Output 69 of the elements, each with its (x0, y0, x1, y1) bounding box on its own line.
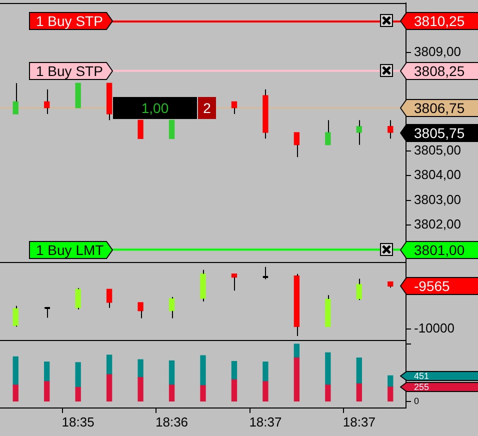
candlestick (262, 88, 268, 140)
y-tick-label: 3809,00 (414, 44, 461, 59)
y-tick-label: 3805,00 (414, 142, 461, 158)
y-tick-label: 3808,25 (414, 63, 465, 79)
bar (44, 381, 50, 402)
bar (75, 386, 81, 402)
candlestick (12, 82, 18, 114)
candlestick (231, 274, 238, 292)
candlestick (12, 305, 18, 328)
candlestick (294, 132, 300, 158)
bar (356, 383, 362, 402)
y-tick-label: -10000 (414, 320, 454, 336)
candlestick (356, 120, 362, 146)
candlestick (356, 278, 362, 301)
annotation: 2 (198, 97, 216, 119)
y-tick-label: 3801,00 (414, 242, 465, 258)
bar (138, 377, 144, 402)
x-tick-label: 18:35 (62, 414, 94, 430)
x-tick-label: 18:37 (249, 414, 282, 430)
candlestick (231, 101, 238, 114)
ref-line-label: 1 Buy STP (36, 62, 103, 79)
y-tick-label: 255 (414, 382, 430, 392)
candlestick (200, 269, 206, 302)
bar (44, 362, 50, 382)
bar (262, 362, 268, 382)
candlestick (106, 82, 112, 121)
bar (231, 360, 238, 380)
candlestick (294, 273, 300, 337)
bar (106, 354, 112, 375)
candlestick (168, 296, 175, 319)
y-tick-label: 451 (414, 371, 430, 381)
bar (138, 359, 144, 378)
x-tick-label: 18:36 (155, 414, 188, 430)
candlestick (106, 288, 112, 308)
bar (168, 360, 175, 386)
candlestick (388, 281, 394, 288)
bar (12, 356, 18, 386)
candlestick (388, 120, 394, 140)
bar (200, 355, 206, 386)
bar (168, 384, 175, 402)
y-tick-label: 3803,00 (414, 192, 461, 207)
y-tick-label: 3804,00 (414, 167, 461, 182)
bar (262, 381, 268, 402)
bar (200, 385, 206, 402)
y-tick-label: 3806,75 (414, 100, 465, 116)
candlestick (325, 294, 331, 327)
candlestick (44, 88, 50, 114)
candlestick (75, 288, 81, 310)
ref-line-label: 1 Buy STP (36, 12, 103, 29)
bar (325, 352, 331, 386)
bar (231, 379, 238, 402)
bar (356, 358, 362, 384)
bar (325, 384, 331, 402)
x-tick-label: 18:37 (342, 414, 376, 430)
bar (106, 374, 112, 402)
bar (75, 362, 81, 388)
y-tick-label: 0 (414, 396, 420, 406)
y-tick-label: 3805,75 (414, 125, 465, 141)
annotation: 1,00 (113, 97, 197, 119)
y-tick-label: 3802,00 (414, 216, 461, 232)
bar (294, 358, 300, 402)
bar (388, 386, 394, 402)
y-tick-label: -9565 (414, 278, 450, 294)
candlestick (138, 302, 144, 319)
bar (294, 344, 300, 358)
bar (12, 384, 18, 402)
candlestick (325, 120, 331, 146)
ref-line-label: 1 Buy LMT (36, 242, 104, 258)
y-tick-label: 3810,25 (414, 13, 465, 29)
